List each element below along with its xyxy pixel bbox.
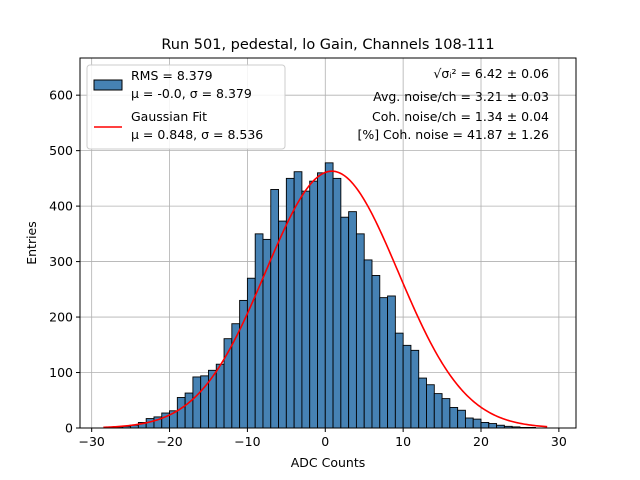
x-tick-label: −10: [234, 434, 260, 449]
histogram-bar: [379, 297, 389, 429]
y-tick-label: 600: [49, 88, 73, 103]
y-tick-label: 300: [49, 254, 73, 269]
y-axis-label: Entries: [24, 221, 39, 265]
annotation-coh-noise-percent: [%] Coh. noise = 41.87 ± 1.26: [357, 127, 549, 142]
legend-histogram-label: RMS = 8.379: [131, 68, 213, 83]
y-tick-label: 0: [65, 421, 73, 436]
histogram-bar: [184, 392, 194, 429]
histogram-bar: [192, 376, 202, 429]
noise-annotations: √σᵢ² = 6.42 ± 0.06 Avg. noise/ch = 3.21 …: [357, 66, 549, 142]
histogram-bar: [293, 171, 303, 429]
legend-fit-label: Gaussian Fit: [131, 109, 207, 124]
histogram-bar: [348, 211, 357, 429]
annotation-sigma: √σᵢ² = 6.42 ± 0.06: [433, 66, 549, 81]
y-tick-label: 100: [49, 365, 73, 380]
x-tick-label: 10: [395, 434, 411, 449]
gaussian-fit-curve: [103, 170, 548, 429]
x-tick-label: 30: [551, 434, 567, 449]
x-axis-ticks: −30 −20 −10 0 10 20 30: [78, 428, 567, 449]
histogram-bar: [278, 220, 287, 429]
chart-title: Run 501, pedestal, lo Gain, Channels 108…: [161, 37, 494, 53]
histogram-bar: [215, 363, 225, 429]
legend-fit-stats: μ = 0.848, σ = 8.536: [131, 127, 263, 142]
histogram-bar: [317, 172, 326, 429]
histogram-bar: [410, 349, 420, 429]
histogram-bar: [309, 180, 318, 429]
plot-frame: [79, 57, 577, 429]
histogram-bar: [363, 259, 373, 429]
y-tick-label: 500: [49, 143, 73, 158]
x-tick-label: −30: [78, 434, 104, 449]
histogram-bar: [394, 332, 404, 429]
histogram-bar: [355, 233, 365, 429]
histogram-bar: [239, 299, 248, 429]
histogram-bar: [387, 295, 396, 429]
histogram-bar: [254, 233, 264, 429]
histogram-bar: [301, 190, 311, 429]
y-tick-label: 200: [49, 310, 73, 325]
histogram-bar: [472, 418, 482, 429]
histogram-bar: [324, 162, 334, 429]
legend-histogram-swatch: [93, 79, 123, 91]
histogram-bar: [371, 275, 381, 429]
histogram-bar: [457, 409, 466, 429]
histogram-bar: [464, 417, 474, 429]
histogram-bar: [402, 344, 412, 429]
histogram-bar: [270, 189, 280, 429]
x-tick-label: 20: [473, 434, 489, 449]
histogram-bar: [441, 398, 451, 429]
histogram-bar: [246, 277, 256, 429]
histogram-bar: [418, 377, 427, 429]
histogram-bar: [433, 393, 443, 429]
x-axis-label: ADC Counts: [291, 455, 366, 470]
histogram-bar: [480, 422, 490, 429]
histogram-bar: [176, 397, 186, 429]
histogram-bar: [488, 423, 498, 429]
legend-histogram-stats: μ = -0.0, σ = 8.379: [131, 86, 252, 101]
y-tick-label: 400: [49, 199, 73, 214]
x-tick-label: 0: [321, 434, 329, 449]
histogram-bar: [332, 177, 342, 429]
histogram-bar: [340, 216, 350, 429]
histogram-bars: [106, 162, 536, 429]
histogram-bar: [426, 384, 435, 429]
y-axis-ticks: 0 100 200 300 400 500 600: [49, 88, 80, 436]
annotation-coh-noise: Coh. noise/ch = 1.34 ± 0.04: [372, 109, 549, 124]
histogram-bar: [208, 369, 217, 429]
legend: RMS = 8.379 μ = -0.0, σ = 8.379 Gaussian…: [86, 64, 286, 150]
histogram-bar: [449, 407, 459, 429]
legend-box: [86, 64, 286, 150]
x-tick-label: −20: [156, 434, 182, 449]
annotation-avg-noise: Avg. noise/ch = 3.21 ± 0.03: [373, 89, 549, 104]
